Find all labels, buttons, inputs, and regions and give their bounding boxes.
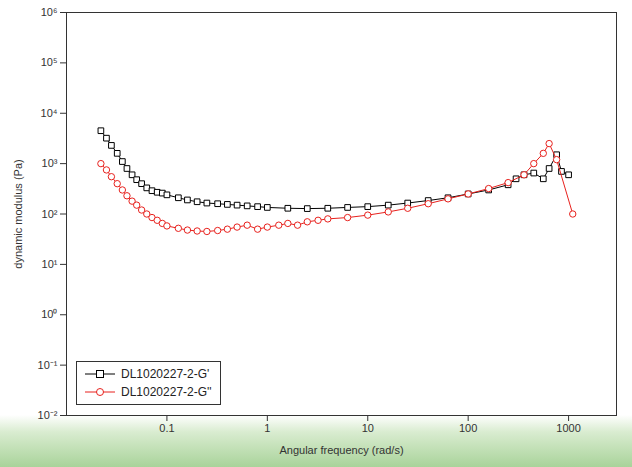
svg-text:10³: 10³ [42,157,58,169]
svg-text:10⁻¹: 10⁻¹ [38,359,58,371]
svg-text:10²: 10² [42,208,58,220]
svg-text:dynamic modulus (Pa): dynamic modulus (Pa) [12,159,24,268]
html-text:DL1020227-2-G'': DL1020227-2-G'' [121,385,212,399]
html-text:DL1020227-2-G': DL1020227-2-G' [121,367,210,381]
svg-text:1000: 1000 [556,422,580,434]
svg-text:10⁰: 10⁰ [41,308,57,320]
svg-text:10⁶: 10⁶ [41,6,58,18]
svg-text:Angular frequency (rad/s): Angular frequency (rad/s) [279,444,403,456]
svg-text:10⁴: 10⁴ [41,107,58,119]
svg-text:10: 10 [362,422,374,434]
svg-text:0.1: 0.1 [159,422,174,434]
svg-text:10¹: 10¹ [42,258,58,270]
svg-text:10⁵: 10⁵ [41,56,58,68]
svg-text:10⁻²: 10⁻² [38,409,58,421]
svg-text:100: 100 [459,422,477,434]
svg-text:1: 1 [264,422,270,434]
